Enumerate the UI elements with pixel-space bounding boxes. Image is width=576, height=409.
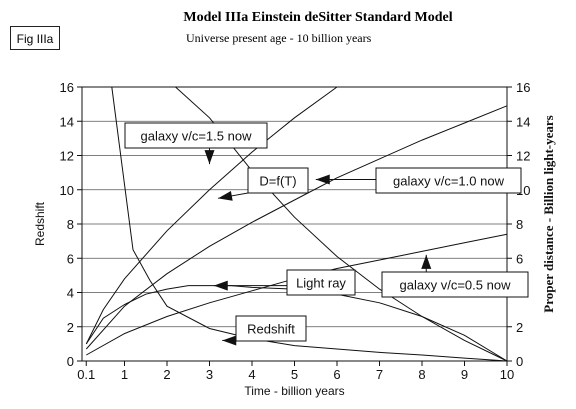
annotation-box bbox=[235, 315, 307, 342]
y-tick-label-right: 6 bbox=[516, 251, 523, 266]
x-tick-label: 5 bbox=[291, 367, 298, 382]
series-line-galaxy-1.0 bbox=[85, 105, 508, 350]
y-tick-label-right: 8 bbox=[516, 217, 523, 232]
annotation-box bbox=[286, 269, 356, 296]
x-tick-label: 2 bbox=[163, 367, 170, 382]
annotation-label: Light ray bbox=[296, 276, 346, 291]
annotation-box bbox=[381, 271, 529, 298]
y-tick-label-left: 0 bbox=[67, 354, 74, 369]
x-tick-label: 1 bbox=[121, 367, 128, 382]
series-line-redshift bbox=[111, 86, 508, 362]
y-tick-label-left: 10 bbox=[60, 183, 74, 198]
x-tick-label: 9 bbox=[461, 367, 468, 382]
y-tick-label-right: 14 bbox=[516, 114, 530, 129]
y-axis-label-right: Proper distance - Billion light-years bbox=[541, 115, 556, 312]
y-tick-label-left: 16 bbox=[60, 80, 74, 95]
x-tick-label: 3 bbox=[206, 367, 213, 382]
x-tick-label: 4 bbox=[248, 367, 255, 382]
y-tick-label-left: 2 bbox=[67, 320, 74, 335]
annotation-label: galaxy v/c=1.5 now bbox=[141, 129, 253, 144]
y-tick-label-left: 14 bbox=[60, 114, 74, 129]
y-tick-label-left: 6 bbox=[67, 251, 74, 266]
annotation-arrowhead bbox=[218, 190, 233, 201]
annotation-box bbox=[124, 122, 268, 149]
annotation-arrowhead bbox=[213, 280, 228, 291]
annotation-arrowhead bbox=[204, 150, 215, 165]
annotation-arrowhead bbox=[315, 174, 330, 185]
annotation-label: galaxy v/c=1.0 now bbox=[393, 174, 505, 189]
series-line-galaxy-1.5 bbox=[85, 86, 338, 345]
annotation-arrowhead bbox=[421, 254, 432, 269]
y-tick-label-right: 16 bbox=[516, 80, 530, 95]
annotation-label: galaxy v/c=0.5 now bbox=[400, 278, 512, 293]
y-tick-label-left: 4 bbox=[67, 286, 74, 301]
x-tick-label: 10 bbox=[500, 367, 514, 382]
y-tick-label-right: 2 bbox=[516, 320, 523, 335]
x-axis-label: Time - billion years bbox=[244, 384, 344, 398]
y-tick-label-left: 8 bbox=[67, 217, 74, 232]
figure-label: Fig IIIa bbox=[10, 26, 60, 50]
y-tick-label-right: 12 bbox=[516, 149, 530, 164]
annotation-group: galaxy v/c=1.5 now D=f(T) galaxy v/c=1.0 n… bbox=[124, 122, 529, 346]
y-tick-label-left: 12 bbox=[60, 149, 74, 164]
annotation-label: Redshift bbox=[247, 322, 295, 337]
annotation-box bbox=[375, 167, 522, 194]
chart-subtitle: Universe present age - 10 billion years bbox=[186, 31, 372, 45]
annotation-box bbox=[247, 167, 309, 194]
y-axis-label-left: Redshift bbox=[33, 201, 47, 246]
x-tick-label: 0.1 bbox=[77, 367, 95, 382]
x-tick-label: 7 bbox=[376, 367, 383, 382]
x-tick-label: 8 bbox=[418, 367, 425, 382]
annotation-arrowhead bbox=[222, 335, 237, 346]
chart-title: Model IIIa Einstein deSitter Standard Mo… bbox=[183, 10, 453, 25]
annotation-label: D=f(T) bbox=[259, 174, 296, 189]
x-tick-label: 6 bbox=[333, 367, 340, 382]
y-tick-label-right: 0 bbox=[516, 354, 523, 369]
